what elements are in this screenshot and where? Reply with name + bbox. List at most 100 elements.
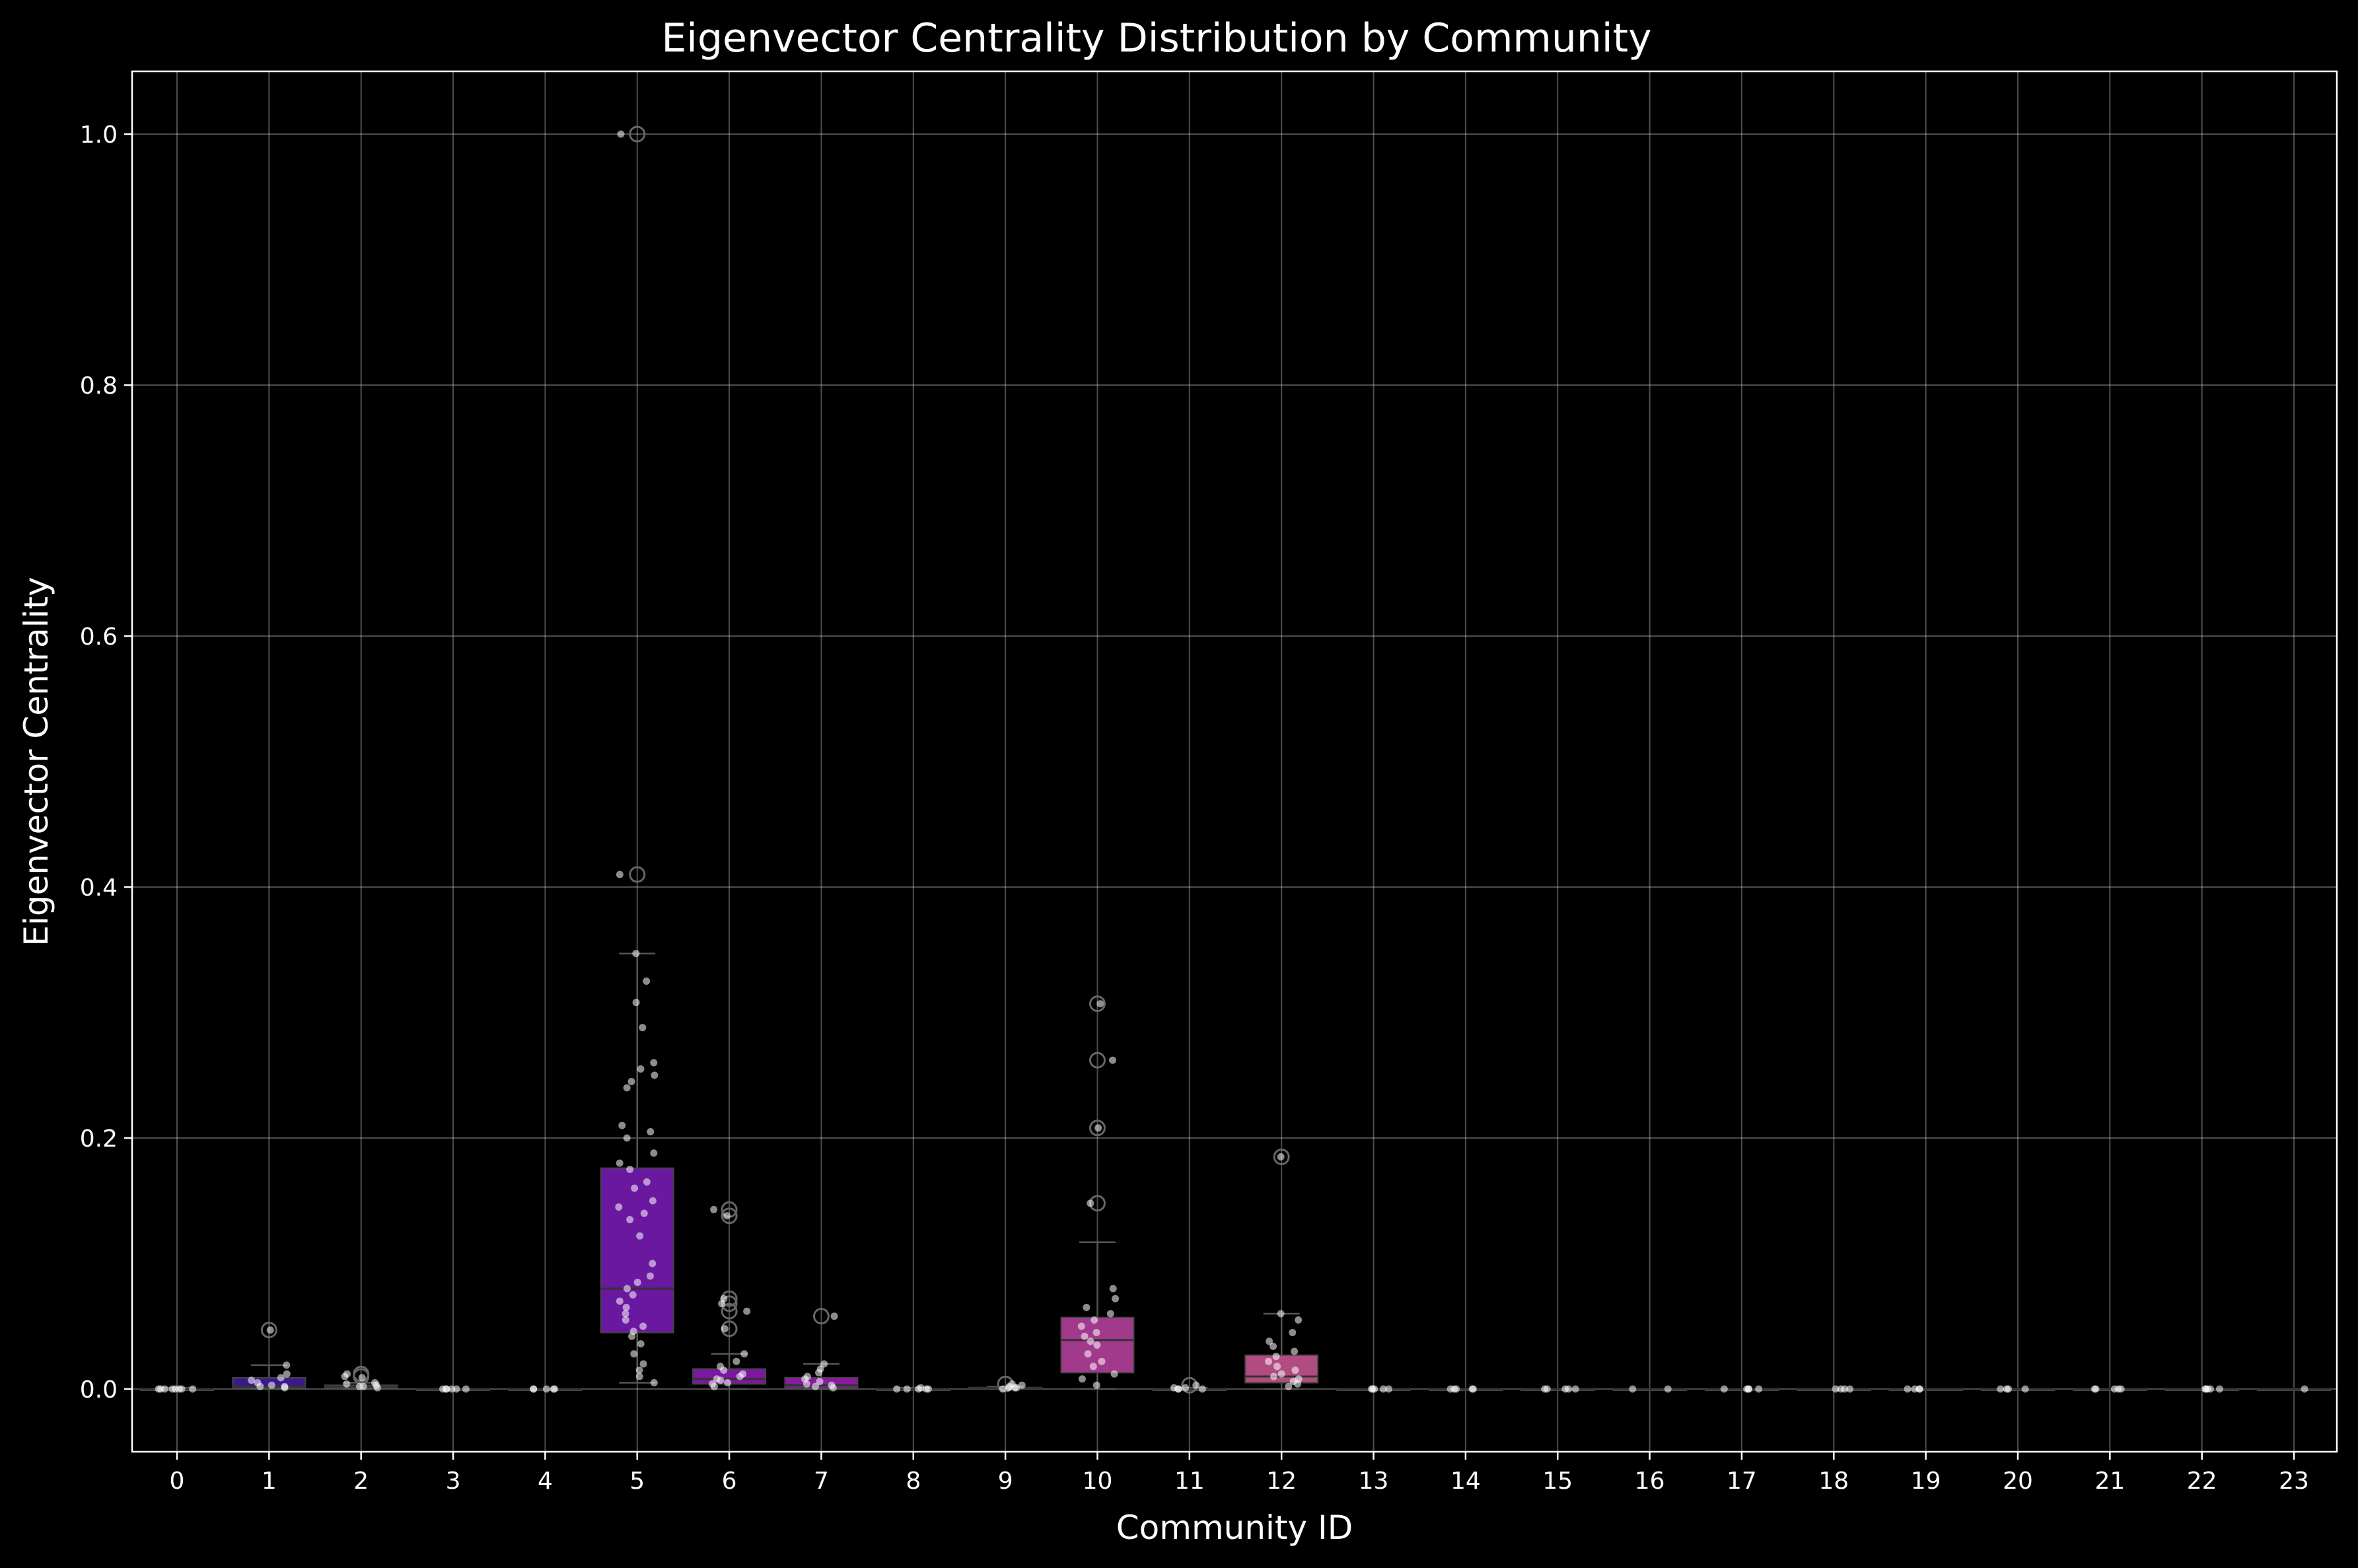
- data-point: [283, 1370, 291, 1378]
- data-point: [721, 1325, 729, 1333]
- data-point: [903, 1385, 911, 1393]
- x-tick-label: 2: [353, 1468, 369, 1495]
- data-point: [1106, 1310, 1114, 1318]
- data-point: [266, 1326, 274, 1334]
- data-point: [622, 1310, 629, 1318]
- data-point: [161, 1385, 168, 1393]
- data-point: [720, 1295, 728, 1302]
- data-point: [739, 1370, 747, 1378]
- point-layer: [155, 130, 2308, 1393]
- data-point: [1089, 1363, 1097, 1371]
- data-point: [643, 978, 651, 985]
- data-point: [816, 1378, 824, 1386]
- data-point: [615, 1203, 623, 1211]
- data-point: [647, 1128, 655, 1135]
- data-point: [283, 1361, 291, 1369]
- data-point: [371, 1379, 379, 1386]
- x-tick-label: 18: [1818, 1468, 1849, 1495]
- data-point: [893, 1385, 901, 1393]
- data-point: [629, 1291, 637, 1299]
- data-point: [358, 1374, 366, 1382]
- data-point: [1192, 1381, 1200, 1389]
- x-tick-label: 12: [1266, 1468, 1297, 1495]
- data-point: [1846, 1385, 1854, 1393]
- data-point: [1837, 1385, 1845, 1393]
- data-point: [1081, 1332, 1089, 1340]
- data-point: [713, 1375, 721, 1383]
- data-point: [828, 1381, 836, 1389]
- outlier-marker: [629, 866, 646, 883]
- data-point: [651, 1071, 659, 1079]
- data-point: [636, 1232, 644, 1240]
- data-point: [650, 1149, 658, 1157]
- outlier-marker: [260, 1322, 277, 1339]
- data-point: [1911, 1385, 1919, 1393]
- x-tick-label: 7: [814, 1468, 829, 1495]
- data-point: [1266, 1337, 1273, 1345]
- data-point: [1093, 1341, 1101, 1349]
- data-point: [1447, 1385, 1454, 1393]
- box-community-5: [600, 1167, 674, 1334]
- data-point: [1272, 1353, 1280, 1361]
- grid-layer: [132, 71, 2337, 1452]
- data-point: [1997, 1385, 2005, 1393]
- data-point: [1092, 1381, 1100, 1389]
- data-point: [1295, 1375, 1303, 1383]
- data-point: [622, 1304, 630, 1311]
- data-point: [1008, 1380, 1016, 1388]
- data-point: [616, 1159, 624, 1167]
- data-point: [448, 1385, 456, 1393]
- data-point: [1098, 1357, 1106, 1365]
- x-tick-label: 20: [2003, 1468, 2033, 1495]
- x-tick-label: 22: [2187, 1468, 2217, 1495]
- outlier-marker: [721, 1302, 738, 1320]
- x-tick-label: 23: [2279, 1468, 2309, 1495]
- data-point: [542, 1385, 550, 1393]
- data-point: [442, 1385, 450, 1393]
- data-point: [1265, 1357, 1273, 1365]
- y-tick-label: 0.4: [80, 874, 118, 902]
- data-point: [635, 1367, 643, 1374]
- data-point: [1369, 1385, 1376, 1393]
- data-point: [1285, 1382, 1293, 1390]
- data-point: [630, 1350, 638, 1358]
- x-tick-label: 15: [1542, 1468, 1573, 1495]
- data-point: [616, 871, 624, 878]
- data-point: [277, 1374, 285, 1382]
- data-point: [633, 1279, 641, 1286]
- data-point: [649, 1197, 657, 1205]
- x-tick-label: 19: [1911, 1468, 1941, 1495]
- data-point: [740, 1350, 748, 1358]
- data-point: [359, 1382, 367, 1390]
- data-point: [917, 1384, 925, 1392]
- data-point: [1289, 1329, 1297, 1336]
- data-point: [1277, 1310, 1285, 1318]
- x-tick-label: 0: [170, 1468, 185, 1495]
- data-point: [1452, 1385, 1460, 1393]
- data-point: [637, 1340, 645, 1348]
- y-axis: 0.0 0.2 0.4 0.6 0.8 1.0: [80, 122, 132, 1404]
- data-point: [646, 1272, 654, 1280]
- data-point: [550, 1385, 557, 1393]
- data-point: [637, 1065, 645, 1073]
- plot-frame: [131, 70, 2338, 1453]
- y-tick-label: 0.0: [80, 1376, 118, 1404]
- data-point: [171, 1385, 179, 1393]
- data-point: [1541, 1385, 1549, 1393]
- data-point: [632, 950, 640, 958]
- x-tick-label: 10: [1083, 1468, 1113, 1495]
- data-point: [643, 1178, 651, 1186]
- data-point: [631, 1184, 639, 1192]
- data-point: [623, 1134, 631, 1142]
- box-community-12: [1244, 1354, 1319, 1384]
- x-tick-label: 4: [538, 1468, 553, 1495]
- data-point: [2003, 1385, 2011, 1393]
- data-point: [1077, 1322, 1085, 1330]
- data-point: [830, 1312, 838, 1320]
- data-point: [189, 1385, 197, 1393]
- data-point: [2021, 1385, 2029, 1393]
- data-point: [530, 1385, 538, 1393]
- outlier-marker: [1273, 1149, 1290, 1165]
- data-point: [1379, 1385, 1387, 1393]
- data-point: [1109, 1056, 1117, 1064]
